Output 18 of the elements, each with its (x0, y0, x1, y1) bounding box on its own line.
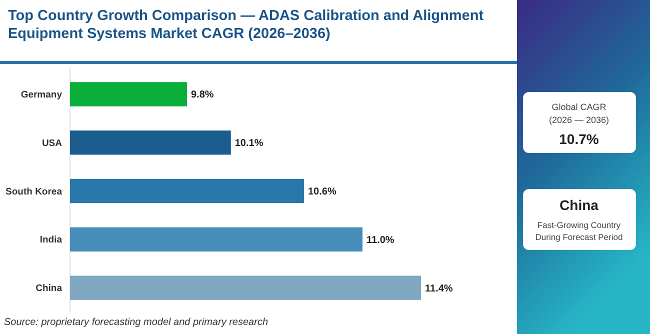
data-label: 9.8% (191, 90, 214, 101)
text: Global CAGR (552, 102, 607, 112)
chart-title: Top Country Growth Comparison — ADAS Calibration and Alignment Equipment Systems Market CAGR (2026–2036) (8, 8, 484, 42)
data-label: 11.4% (425, 283, 453, 294)
data-label: 10.1% (234, 138, 264, 150)
data-label: 10.6% (308, 186, 336, 198)
y-tick-label: Germany (20, 90, 63, 101)
text: China (560, 197, 599, 213)
text: Fast-Growing Country (537, 220, 622, 230)
y-tick-label: USA (42, 138, 62, 149)
y-tick-label: China (36, 283, 63, 294)
source-note: Source: proprietary forecasting model and primary research (4, 317, 268, 328)
text: During Forecast Period (535, 232, 623, 242)
text: 10.7% (559, 131, 600, 147)
data-label: 11.0% (366, 234, 394, 246)
text: (2026 — 2036) (548, 115, 610, 125)
y-tick-label: India (40, 234, 63, 246)
y-tick-label: South Korea (6, 186, 63, 198)
